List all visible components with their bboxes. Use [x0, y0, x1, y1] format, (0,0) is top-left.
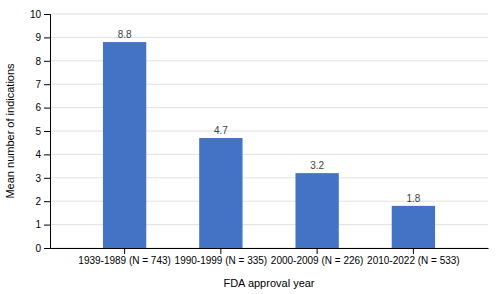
grid-line	[50, 37, 488, 38]
y-axis: 0 1 2 3 4 5 6 7 8 9 10	[30, 9, 51, 254]
y-tick-mark	[44, 84, 50, 85]
x-tick: 2000-2009 (N = 226)	[271, 248, 364, 266]
x-tick-label: 2000-2009 (N = 226)	[271, 255, 364, 266]
y-tick: 2	[35, 196, 50, 207]
x-axis-line	[51, 248, 489, 249]
y-tick: 8	[35, 56, 50, 67]
y-tick-mark	[44, 61, 50, 62]
chart-container: 0 1 2 3 4 5 6 7 8 9 10 1939-1989 (N = 743) 1990-1999…	[0, 0, 500, 294]
data-label: 8.8	[118, 29, 132, 40]
data-label: 1.8	[406, 193, 420, 204]
x-tick-label: 2010-2022 (N = 533)	[367, 255, 460, 266]
x-axis-title: FDA approval year	[223, 277, 314, 289]
x-tick: 2010-2022 (N = 533)	[367, 248, 460, 266]
y-tick-label: 2	[35, 196, 41, 207]
y-tick-label: 9	[35, 32, 41, 43]
y-tick-mark	[44, 154, 50, 155]
x-axis: 1939-1989 (N = 743)1990-1999 (N = 335)20…	[51, 248, 489, 266]
x-tick-label: 1939-1989 (N = 743)	[78, 255, 171, 266]
y-tick-mark	[44, 37, 50, 38]
y-tick: 1	[35, 219, 50, 230]
y-tick-mark	[44, 248, 50, 249]
y-axis-line	[44, 15, 51, 249]
y-tick-label: 8	[35, 56, 41, 67]
chart: 0 1 2 3 4 5 6 7 8 9 10 1939-1989 (N = 743) 1990-1999…	[0, 0, 500, 294]
x-tick-mark	[220, 248, 221, 254]
y-tick-label: 7	[35, 79, 41, 90]
grid	[50, 14, 488, 248]
y-tick: 10	[30, 9, 50, 20]
y-tick-mark	[44, 14, 50, 15]
x-tick-mark	[317, 248, 318, 254]
y-tick: 9	[35, 32, 50, 43]
bar	[199, 138, 242, 248]
x-tick-mark	[413, 248, 414, 254]
y-tick-label: 6	[35, 102, 41, 113]
y-tick-label: 1	[35, 219, 41, 230]
y-tick: 7	[35, 79, 50, 90]
y-tick-mark	[44, 108, 50, 109]
y-tick-mark	[44, 178, 50, 179]
y-tick-mark	[44, 131, 50, 132]
grid-line	[50, 14, 488, 15]
y-tick: 6	[35, 102, 50, 113]
bar	[103, 42, 146, 248]
y-tick-mark	[44, 201, 50, 202]
x-tick-mark	[124, 248, 125, 254]
data-label: 3.2	[310, 160, 324, 171]
x-tick: 1939-1989 (N = 743)	[78, 248, 171, 266]
y-tick: 4	[35, 149, 50, 160]
y-tick-label: 3	[35, 173, 41, 184]
x-tick: 1990-1999 (N = 335)	[175, 248, 268, 266]
x-tick-label: 1990-1999 (N = 335)	[175, 255, 268, 266]
data-label: 4.7	[214, 125, 228, 136]
y-tick: 5	[35, 126, 50, 137]
y-tick-mark	[44, 225, 50, 226]
y-axis-title: Mean number of indications	[4, 63, 16, 199]
bar	[295, 173, 338, 248]
y-tick-label: 4	[35, 149, 41, 160]
y-tick-label: 10	[30, 9, 42, 20]
y-tick: 3	[35, 173, 50, 184]
y-tick-label: 0	[35, 243, 41, 254]
y-tick-label: 5	[35, 126, 41, 137]
bars	[103, 42, 435, 248]
data-labels: 8.8 4.7 3.2 1.8	[118, 29, 421, 204]
bar	[392, 206, 435, 248]
y-tick: 0	[35, 243, 50, 254]
